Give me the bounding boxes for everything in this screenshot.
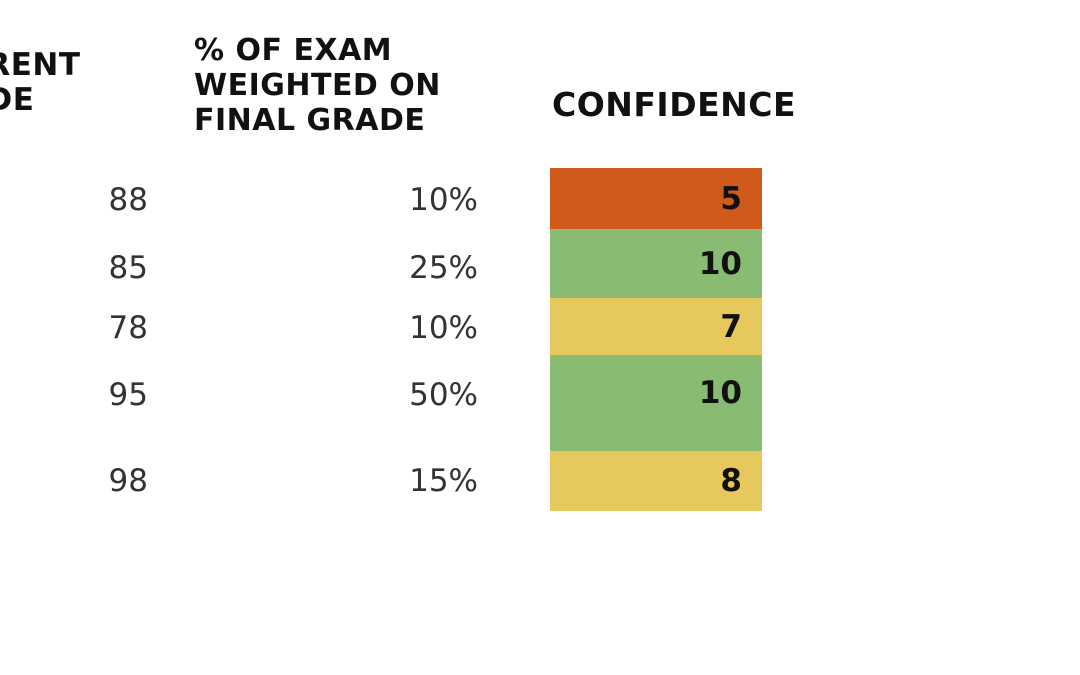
grade-cell: 88 xyxy=(108,182,148,218)
confidence-cell: 5 xyxy=(550,168,762,229)
weight-cell: 15% xyxy=(409,463,478,499)
confidence-cell: 8 xyxy=(550,451,762,511)
current-grade-header: RRENT ADE xyxy=(0,47,81,118)
confidence-header: CONFIDENCE xyxy=(552,85,797,124)
exam-weight-header: % OF EXAM WEIGHTED ON FINAL GRADE xyxy=(194,33,441,138)
weight-cell: 10% xyxy=(409,310,478,346)
grade-cell: 85 xyxy=(108,250,148,286)
grade-cell: 98 xyxy=(108,463,148,499)
grade-cell: 78 xyxy=(108,310,148,346)
weight-cell: 10% xyxy=(409,182,478,218)
confidence-cell: 7 xyxy=(550,298,762,355)
confidence-cell: 10 xyxy=(550,229,762,298)
grade-cell: 95 xyxy=(108,377,148,413)
weight-cell: 50% xyxy=(409,377,478,413)
confidence-cell: 10 xyxy=(550,355,762,451)
weight-cell: 25% xyxy=(409,250,478,286)
